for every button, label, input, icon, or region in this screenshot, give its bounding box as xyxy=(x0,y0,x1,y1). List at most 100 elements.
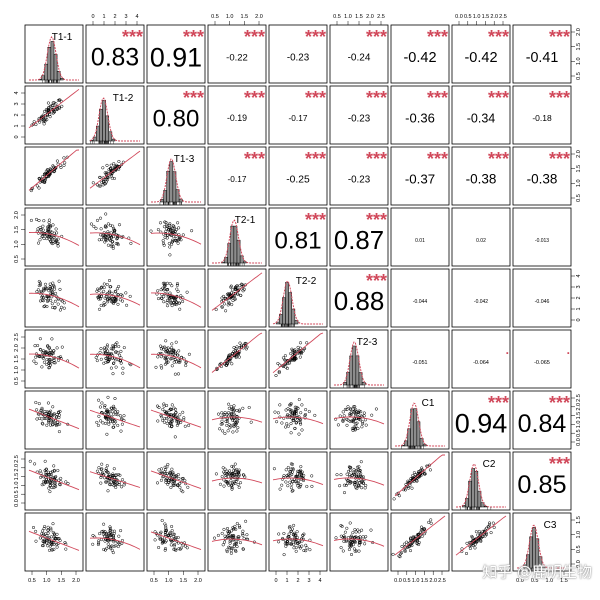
loess-line xyxy=(151,292,202,308)
scatter-point xyxy=(50,302,54,306)
scatter-point xyxy=(42,540,46,544)
scatter-point xyxy=(423,472,427,476)
panel-T1-2-T2-1 xyxy=(207,85,267,145)
scatter-point xyxy=(49,480,53,484)
loess-line xyxy=(150,353,202,369)
scatter-point xyxy=(168,471,172,476)
axis-tick-label: 1.0 xyxy=(165,578,173,584)
scatter-point xyxy=(349,552,354,557)
scatter-point xyxy=(98,405,102,409)
scatter-point xyxy=(161,539,165,543)
axis-tick-label: 1.5 xyxy=(576,412,582,420)
scatter-point xyxy=(349,534,353,538)
scatter-point xyxy=(118,353,122,357)
scatter-point xyxy=(173,542,177,547)
scatter-point xyxy=(339,534,343,538)
loess-line xyxy=(394,515,446,556)
scatter-point xyxy=(223,431,227,436)
scatter-point xyxy=(40,417,44,421)
scatter-point xyxy=(175,282,180,286)
scatter-point xyxy=(232,472,236,476)
scatter-point xyxy=(49,413,53,417)
scatter-point xyxy=(41,529,45,533)
scatter-point xyxy=(353,482,357,487)
scatter-point xyxy=(51,111,55,115)
scatter-point xyxy=(45,423,49,427)
scatter-point xyxy=(350,474,354,478)
scatter-point xyxy=(355,465,360,469)
scatter-point xyxy=(292,523,296,527)
scatter-point xyxy=(59,305,64,309)
scatter-point xyxy=(45,480,49,484)
scatter-point xyxy=(106,230,110,234)
scatter-point xyxy=(36,343,40,348)
scatter-point xyxy=(48,351,52,355)
scatter-point xyxy=(178,413,182,417)
axis-tick-label: 2.0 xyxy=(72,578,80,584)
scatter-point xyxy=(99,475,103,480)
scatter-point xyxy=(34,400,38,405)
scatter-point xyxy=(102,301,106,305)
scatter-point xyxy=(45,534,49,538)
scatter-point xyxy=(412,479,416,483)
scatter-point xyxy=(52,547,56,551)
scatter-point xyxy=(175,419,179,423)
scatter-point xyxy=(156,289,160,293)
scatter-point xyxy=(353,528,357,532)
scatter-point xyxy=(181,233,185,237)
significance-stars: *** xyxy=(488,27,509,47)
scatter-point xyxy=(348,412,352,416)
scatter-point xyxy=(347,465,351,469)
scatter-point xyxy=(235,284,239,288)
scatter-point xyxy=(43,282,48,286)
scatter-point xyxy=(114,167,118,171)
scatter-point xyxy=(166,482,170,486)
scatter-point xyxy=(124,291,128,295)
axis-tick-label: 3 xyxy=(124,14,127,20)
scatter-point xyxy=(49,535,54,539)
scatter-point xyxy=(218,427,222,431)
scatter-point xyxy=(406,484,410,489)
axis-tick-label: 2.5 xyxy=(377,14,385,20)
significance-stars: *** xyxy=(549,454,570,474)
scatter-point xyxy=(58,422,62,426)
scatter-point xyxy=(184,360,188,365)
scatter-point xyxy=(62,301,66,305)
scatter-point xyxy=(360,528,364,532)
panel-T1-2-C1 xyxy=(390,85,450,145)
panel-T1-1-C2 xyxy=(451,24,511,84)
scatter-point xyxy=(234,540,238,544)
scatter-point xyxy=(52,283,56,288)
axis-tick-label: 2.5 xyxy=(438,578,446,584)
scatter-point xyxy=(111,372,115,376)
scatter-point xyxy=(165,477,169,481)
scatter-point xyxy=(370,413,374,417)
axis-tick-label: 2.0 xyxy=(576,403,582,411)
correlation-value: -0.065 xyxy=(534,360,550,366)
scatter-point xyxy=(161,418,165,422)
scatter-point xyxy=(153,538,157,542)
scatter-point xyxy=(91,533,95,538)
scatter-point xyxy=(286,484,290,488)
panel-T2-1-C3 xyxy=(512,207,572,267)
scatter-point xyxy=(280,421,284,425)
significance-stars: *** xyxy=(366,210,387,230)
scatter-point xyxy=(100,180,104,184)
panel-T2-2-T2-3 xyxy=(329,268,389,328)
panel-T1-3-T1-1 xyxy=(24,146,84,206)
significance-stars: *** xyxy=(488,393,509,413)
scatter-point xyxy=(92,224,96,228)
scatter-point xyxy=(290,347,294,351)
scatter-point xyxy=(229,285,233,289)
scatter-point xyxy=(346,418,350,422)
scatter-point xyxy=(100,467,104,471)
scatter-point xyxy=(299,465,303,469)
scatter-point xyxy=(422,527,426,531)
axis-tick-label: 2.0 xyxy=(14,344,20,352)
panel-T1-2-C2 xyxy=(451,85,511,145)
scatter-point xyxy=(163,532,167,537)
histogram-bar xyxy=(541,565,546,569)
scatter-point xyxy=(420,466,424,470)
panel-T1-3-T2-3 xyxy=(329,146,389,206)
axis-tick-label: 0.5 xyxy=(464,14,472,20)
